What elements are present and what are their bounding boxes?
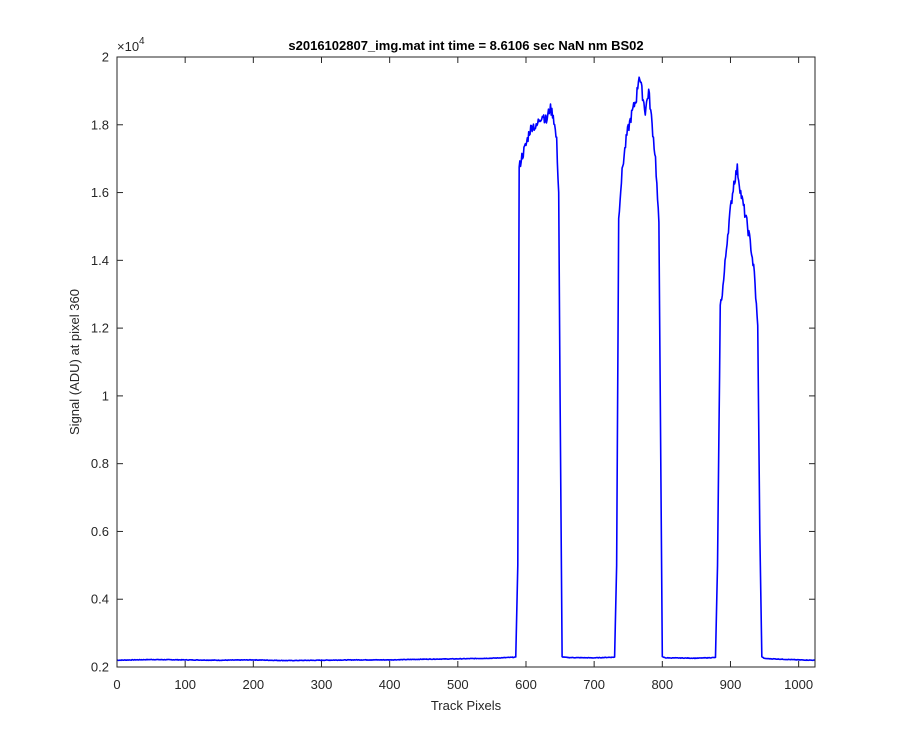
x-tick-label: 300 — [311, 677, 333, 692]
y-tick-label: 0.2 — [91, 660, 109, 675]
y-tick-label: 0.8 — [91, 456, 109, 471]
y-multiplier-base: ×10 — [117, 39, 139, 54]
x-axis-label: Track Pixels — [431, 698, 502, 713]
y-tick-label: 1 — [102, 388, 109, 403]
y-tick-label: 1.6 — [91, 185, 109, 200]
x-tick-label: 700 — [583, 677, 605, 692]
y-tick-label: 0.6 — [91, 524, 109, 539]
chart-title: s2016102807_img.mat int time = 8.6106 se… — [288, 38, 643, 53]
y-axis-label: Signal (ADU) at pixel 360 — [67, 289, 82, 435]
x-tick-label: 900 — [720, 677, 742, 692]
y-tick-label: 2 — [102, 50, 109, 65]
x-tick-label: 200 — [242, 677, 264, 692]
x-tick-label: 500 — [447, 677, 469, 692]
y-tick-label: 1.2 — [91, 321, 109, 336]
x-tick-label: 800 — [651, 677, 673, 692]
x-tick-label: 0 — [113, 677, 120, 692]
axes-box — [116, 56, 816, 668]
series-line — [116, 76, 816, 662]
x-tick-label: 600 — [515, 677, 537, 692]
y-tick-label: 1.4 — [91, 253, 109, 268]
y-tick-label: 1.8 — [91, 117, 109, 132]
x-tick-label: 100 — [174, 677, 196, 692]
tick-label-group: 0 100 200 300 400 500 600 700 800 900 1000 0.2 0.4 0.… — [91, 50, 813, 693]
y-tick-label: 0.4 — [91, 592, 109, 607]
tick-group — [116, 56, 815, 668]
y-multiplier-exponent: 4 — [139, 36, 145, 47]
x-tick-label: 400 — [379, 677, 401, 692]
plot-area — [117, 57, 815, 667]
x-tick-label: 1000 — [784, 677, 813, 692]
